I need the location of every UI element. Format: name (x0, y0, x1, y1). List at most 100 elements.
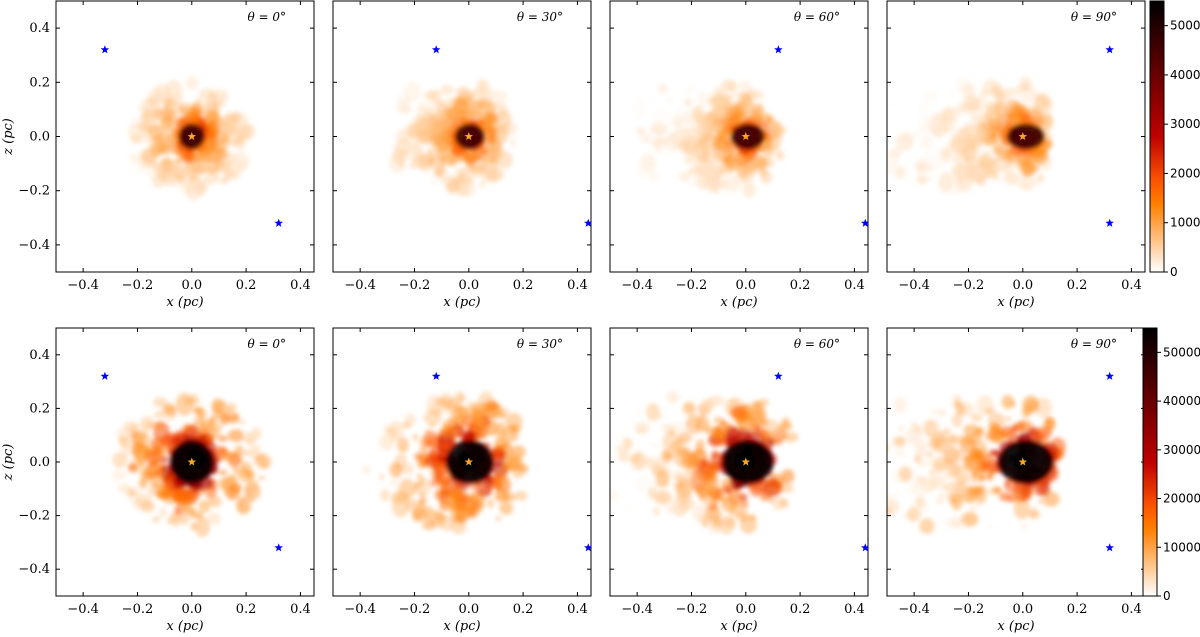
companion-star-marker (274, 543, 283, 552)
x-tick-label: −0.4 (344, 278, 376, 293)
x-tick-label: 0.2 (1067, 278, 1088, 293)
x-tick-label: −0.2 (676, 278, 708, 293)
x-axis-label: x (pc) (720, 295, 757, 310)
x-axis-label: x (pc) (443, 295, 480, 310)
x-tick-label: 0.4 (290, 602, 311, 617)
central-star-marker (187, 132, 197, 141)
x-tick-label: 0.4 (1121, 278, 1142, 293)
x-tick-label: −0.4 (67, 278, 99, 293)
density-map (632, 79, 787, 198)
colorbar-tick-label: 30000 (1163, 443, 1200, 457)
density-map (610, 391, 799, 535)
theta-label: θ = 90° (1071, 337, 1117, 351)
panel-r1-p4: −0.4 −0.2 0.0 0.2 0.4 x (pc) θ = 90° (886, 0, 1146, 310)
colorbar-tick-label: 10000 (1163, 540, 1200, 554)
y-axis-label: z (pc) (1, 118, 16, 156)
x-tick-label: −0.2 (399, 278, 431, 293)
y-tick-label: −0.4 (18, 562, 50, 577)
colorbar-tick-label: 3000 (1170, 117, 1200, 131)
companion-star-marker (861, 218, 868, 227)
colorbar-tick-label: 40000 (1163, 394, 1200, 408)
x-axis-label: x (pc) (166, 619, 203, 634)
x-axis-label: x (pc) (166, 295, 203, 310)
colorbar-row-2: 0 10000 20000 30000 40000 50000 (1142, 327, 1200, 603)
x-tick-label: −0.4 (621, 602, 653, 617)
panel-r2-p3: −0.4 −0.2 0.0 0.2 0.4 x (pc) θ = 60° (609, 327, 869, 634)
central-star-marker (187, 457, 197, 466)
colorbar-tick-label: 50000 (1163, 345, 1200, 359)
colorbar-bar (1149, 0, 1165, 273)
x-tick-label: 0.4 (844, 278, 865, 293)
companion-star-marker (584, 218, 591, 227)
theta-label: θ = 90° (1071, 10, 1117, 24)
x-tick-label: 0.0 (458, 278, 479, 293)
colorbar-tick-label: 0 (1163, 589, 1171, 603)
companion-star-marker (1105, 45, 1114, 54)
companion-star-marker (774, 45, 783, 54)
y-tick-label: −0.4 (18, 238, 50, 253)
central-star-marker (1018, 132, 1028, 141)
x-tick-label: −0.4 (898, 278, 930, 293)
x-tick-label: 0.2 (790, 278, 811, 293)
panel-r2-p4: −0.4 −0.2 0.0 0.2 0.4 x (pc) θ = 90° (886, 327, 1146, 634)
x-tick-label: 0.2 (790, 602, 811, 617)
x-tick-label: −0.2 (953, 278, 985, 293)
x-tick-label: 0.0 (458, 602, 479, 617)
companion-star-marker (1105, 371, 1114, 380)
central-star-marker (1018, 457, 1028, 466)
row-2: −0.4 −0.2 0.0 0.2 0.4 −0.4 −0.2 0.0 0.2 0.4 x (pc)… (1, 327, 1200, 634)
x-tick-label: 0.0 (1012, 278, 1033, 293)
x-tick-label: 0.2 (1067, 602, 1088, 617)
x-tick-label: −0.4 (67, 602, 99, 617)
density-map (887, 394, 1066, 534)
companion-star-marker (774, 371, 783, 380)
central-star-marker (741, 457, 751, 466)
central-star-marker (741, 132, 751, 141)
y-tick-label: −0.2 (18, 509, 50, 524)
y-tick-label: −0.2 (18, 184, 50, 199)
y-tick-label: 0.2 (29, 75, 50, 90)
companion-star-marker (100, 371, 110, 380)
density-map (887, 76, 1054, 196)
x-tick-label: 0.2 (513, 278, 534, 293)
x-tick-label: −0.2 (122, 602, 154, 617)
colorbar-tick-label: 4000 (1170, 68, 1200, 82)
y-tick-label: 0.2 (29, 401, 50, 416)
panel-r1-p1: −0.4 −0.2 0.0 0.2 0.4 −0.4 −0.2 0.0 0.2 0.4 x (pc)… (1, 0, 315, 310)
colorbar-tick-label: 20000 (1163, 492, 1200, 506)
x-tick-label: 0.0 (1012, 602, 1033, 617)
central-star-marker (464, 457, 474, 466)
x-tick-label: 0.0 (181, 278, 202, 293)
theta-label: θ = 0° (247, 337, 286, 351)
density-map (111, 392, 272, 538)
density-map (128, 75, 256, 201)
companion-star-marker (431, 371, 441, 380)
panel-r2-p1: −0.4 −0.2 0.0 0.2 0.4 −0.4 −0.2 0.0 0.2 0.4 x (pc)… (1, 327, 315, 634)
y-tick-label: 0.0 (29, 455, 50, 470)
x-axis-label: x (pc) (443, 619, 480, 634)
x-tick-label: −0.4 (898, 602, 930, 617)
x-tick-label: −0.2 (399, 602, 431, 617)
theta-label: θ = 60° (794, 10, 840, 24)
companion-star-marker (431, 45, 441, 54)
x-tick-label: −0.2 (122, 278, 154, 293)
x-tick-label: 0.2 (236, 278, 257, 293)
panel-r2-p2: −0.4 −0.2 0.0 0.2 0.4 x (pc) θ = 30° (332, 327, 592, 634)
density-map (388, 79, 517, 198)
x-tick-label: 0.2 (236, 602, 257, 617)
x-tick-label: 0.4 (567, 602, 588, 617)
x-tick-label: 0.2 (513, 602, 534, 617)
theta-label: θ = 60° (794, 337, 840, 351)
x-tick-label: 0.4 (290, 278, 311, 293)
panel-r1-p2: −0.4 −0.2 0.0 0.2 0.4 x (pc) θ = 30° (332, 0, 592, 310)
x-axis-label: x (pc) (997, 619, 1034, 634)
y-axis-label: z (pc) (1, 444, 16, 482)
row-1: −0.4 −0.2 0.0 0.2 0.4 −0.4 −0.2 0.0 0.2 0.4 x (pc)… (1, 0, 1200, 310)
colorbar-row-1: 0 1000 2000 3000 4000 5000 (1149, 0, 1200, 279)
companion-star-marker (861, 543, 868, 552)
theta-label: θ = 30° (517, 10, 563, 24)
companion-star-marker (1105, 543, 1114, 552)
colorbar-tick-label: 0 (1170, 265, 1178, 279)
y-tick-label: 0.4 (29, 348, 50, 363)
